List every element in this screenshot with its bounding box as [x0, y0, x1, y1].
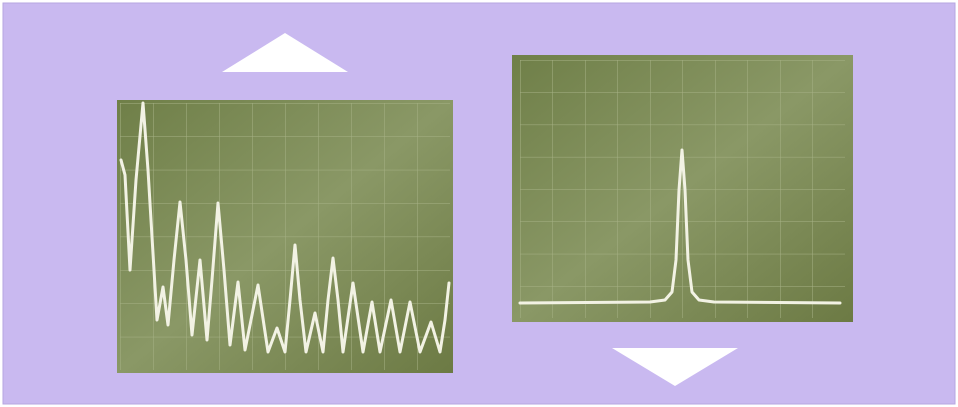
waveform [119, 101, 451, 354]
waveform [518, 148, 842, 305]
graticule [120, 103, 450, 370]
graticule [520, 60, 845, 318]
right-screen [512, 55, 853, 322]
left-screen [117, 100, 453, 373]
up-arrow [222, 33, 348, 72]
down-arrow [612, 348, 738, 386]
